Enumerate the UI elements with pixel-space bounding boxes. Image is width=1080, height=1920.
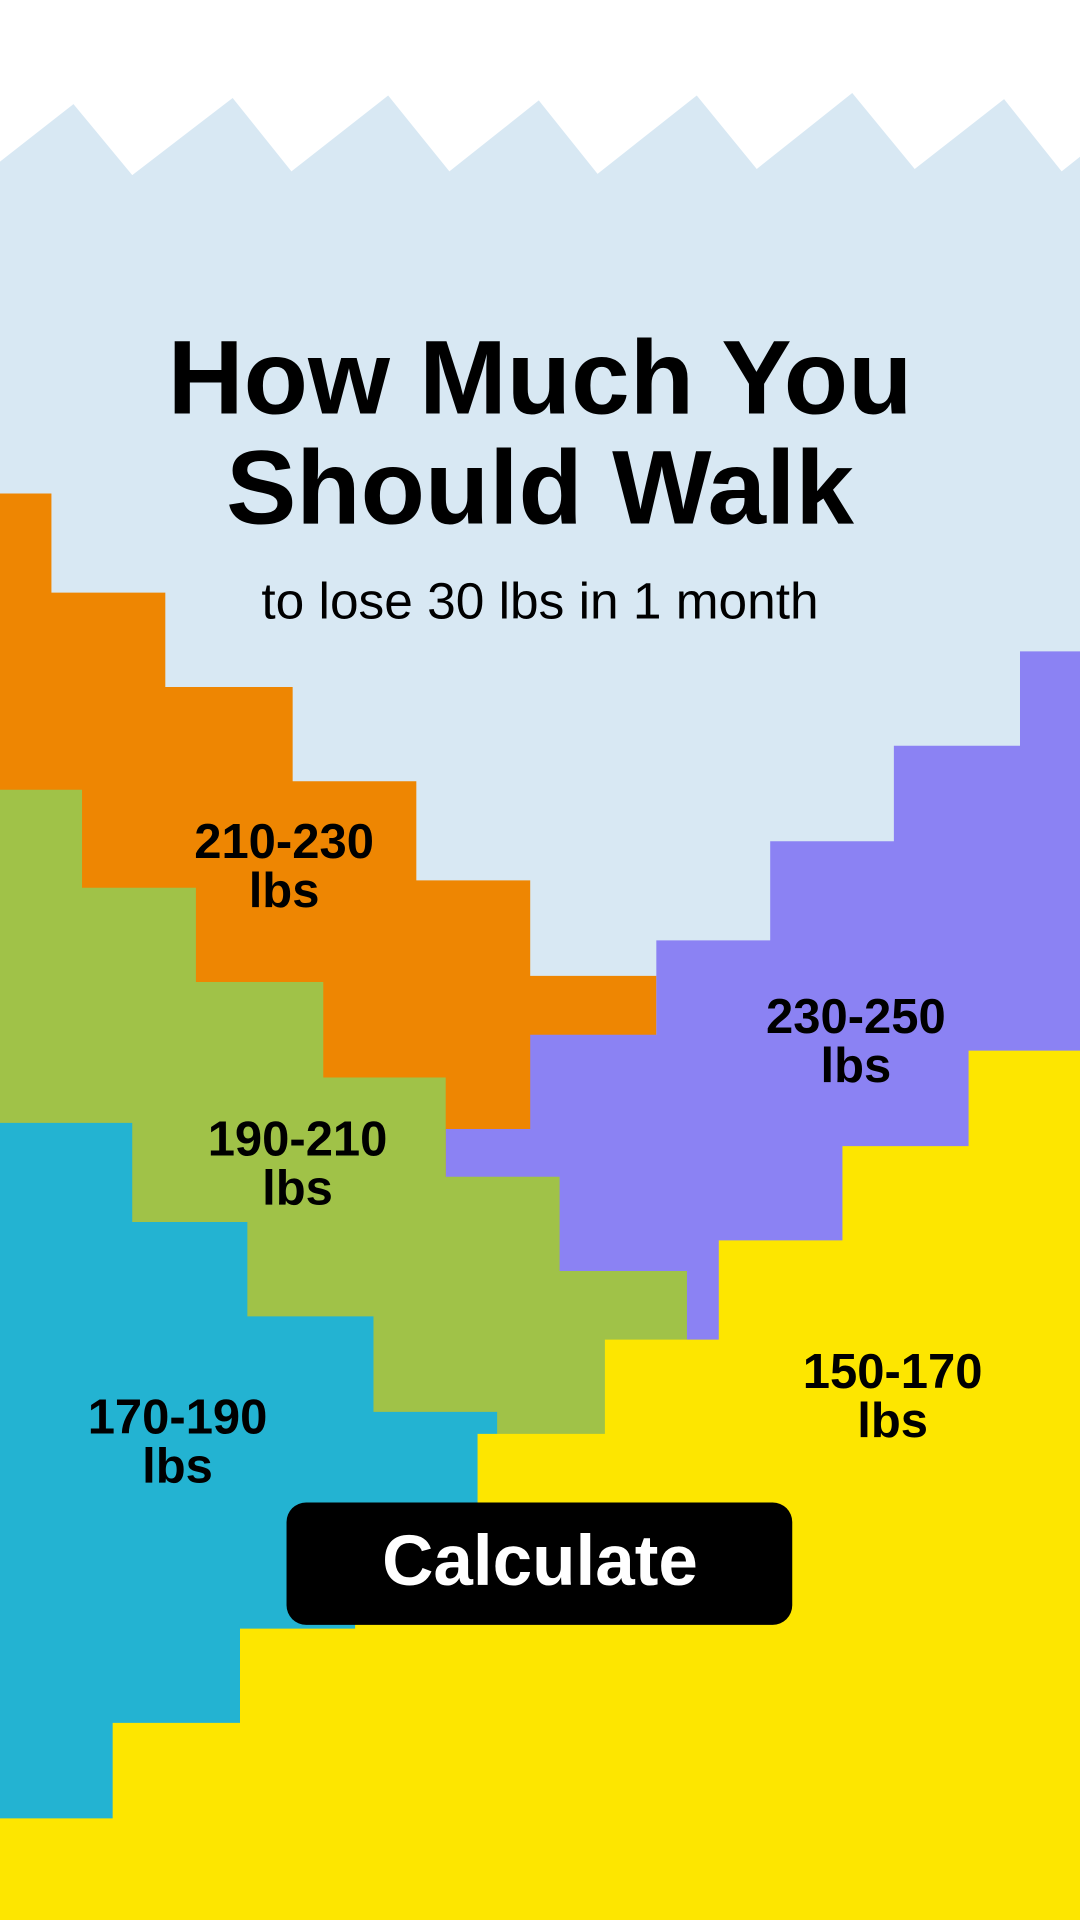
- button-background[interactable]: [286, 1502, 793, 1625]
- group-unit: lbs: [262, 1161, 333, 1215]
- group-unit: lbs: [821, 1039, 892, 1093]
- title-line: Should Walk: [226, 430, 854, 547]
- group-unit: lbs: [142, 1439, 213, 1493]
- group-range: 150-170: [803, 1345, 983, 1399]
- subtitle: to lose 30 lbs in 1 month: [261, 571, 818, 629]
- group-range: 210-230: [194, 815, 374, 869]
- calculate-button[interactable]: Calculate: [286, 1502, 793, 1625]
- group-range: 230-250: [766, 990, 946, 1044]
- group-range: 170-190: [88, 1390, 268, 1444]
- yellow-steps: [0, 1050, 1080, 1920]
- group-unit: lbs: [249, 864, 320, 918]
- group-unit: lbs: [857, 1394, 928, 1448]
- group-range: 190-210: [208, 1112, 388, 1166]
- title-line: How Much You: [168, 320, 913, 437]
- button-label[interactable]: Calculate: [382, 1522, 698, 1601]
